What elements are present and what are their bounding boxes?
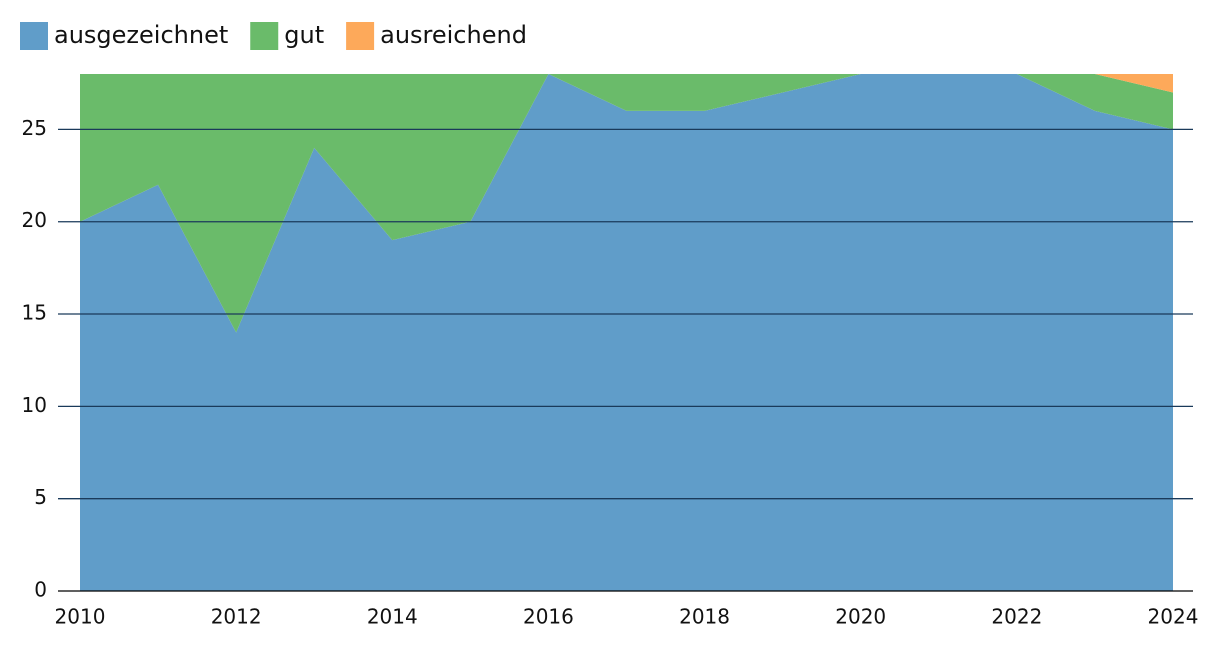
y-tick-label: 15 — [22, 301, 47, 325]
y-tick-label: 25 — [22, 116, 47, 140]
y-tick-label: 5 — [34, 485, 47, 509]
y-tick-label: 10 — [22, 393, 47, 417]
x-tick-label: 2016 — [523, 605, 574, 629]
legend-label: gut — [284, 21, 324, 49]
legend-label: ausgezeichnet — [54, 21, 228, 49]
x-tick-label: 2020 — [835, 605, 886, 629]
x-tick-label: 2018 — [679, 605, 730, 629]
x-tick-label: 2010 — [55, 605, 106, 629]
legend-swatch — [346, 22, 375, 50]
x-tick-label: 2024 — [1148, 605, 1199, 629]
x-tick-label: 2014 — [367, 605, 418, 629]
y-tick-label: 0 — [34, 578, 47, 602]
area — [80, 74, 1173, 333]
legend-swatch — [250, 22, 279, 50]
area — [80, 74, 1173, 591]
x-tick-label: 2012 — [211, 605, 262, 629]
legend-label: ausreichend — [380, 21, 527, 49]
y-tick-label: 20 — [22, 208, 47, 232]
x-tick-label: 2022 — [991, 605, 1042, 629]
legend-swatch — [20, 22, 48, 50]
